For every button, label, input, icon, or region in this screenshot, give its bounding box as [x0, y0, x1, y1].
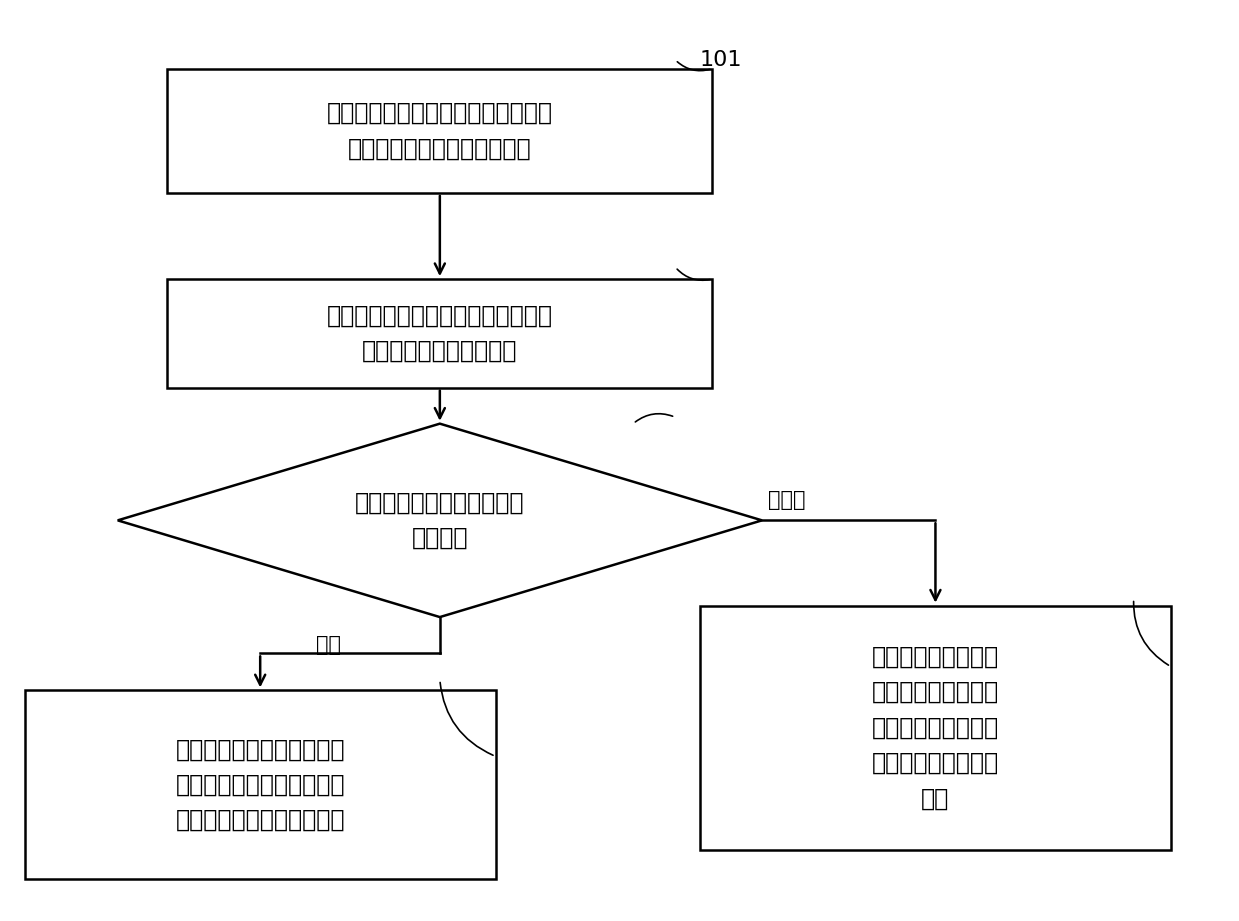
Text: 存在: 存在 — [316, 635, 341, 655]
Text: 不存在: 不存在 — [768, 490, 805, 510]
Bar — [25, 691, 496, 879]
Bar — [700, 606, 1171, 849]
Bar — [167, 69, 712, 193]
Text: 为新硬件资源标记标
识信息，并通过管理
虚拟机添加至超融合
存储系统的硬件资源
池中: 为新硬件资源标记标 识信息，并通过管理 虚拟机添加至超融合 存储系统的硬件资源 … — [872, 645, 999, 810]
Text: 利用硬件资源管理服务定期扫描本地
服务器中是否存在新硬件资源: 利用硬件资源管理服务定期扫描本地 服务器中是否存在新硬件资源 — [327, 101, 553, 160]
Bar — [167, 279, 712, 388]
Text: 若存在，则将新硬件资源加载至本地
服务器中的管理虚拟机中: 若存在，则将新硬件资源加载至本地 服务器中的管理虚拟机中 — [327, 304, 553, 363]
Text: 根据标识信息将新硬件资源
通过管理虚拟机添加至超融
合存储系统的硬件资源池中: 根据标识信息将新硬件资源 通过管理虚拟机添加至超融 合存储系统的硬件资源池中 — [176, 738, 344, 832]
Text: 判断新硬件资源中是否存在
标识信息: 判断新硬件资源中是否存在 标识信息 — [356, 491, 524, 550]
Polygon shape — [118, 424, 762, 617]
Text: 101: 101 — [700, 50, 742, 70]
